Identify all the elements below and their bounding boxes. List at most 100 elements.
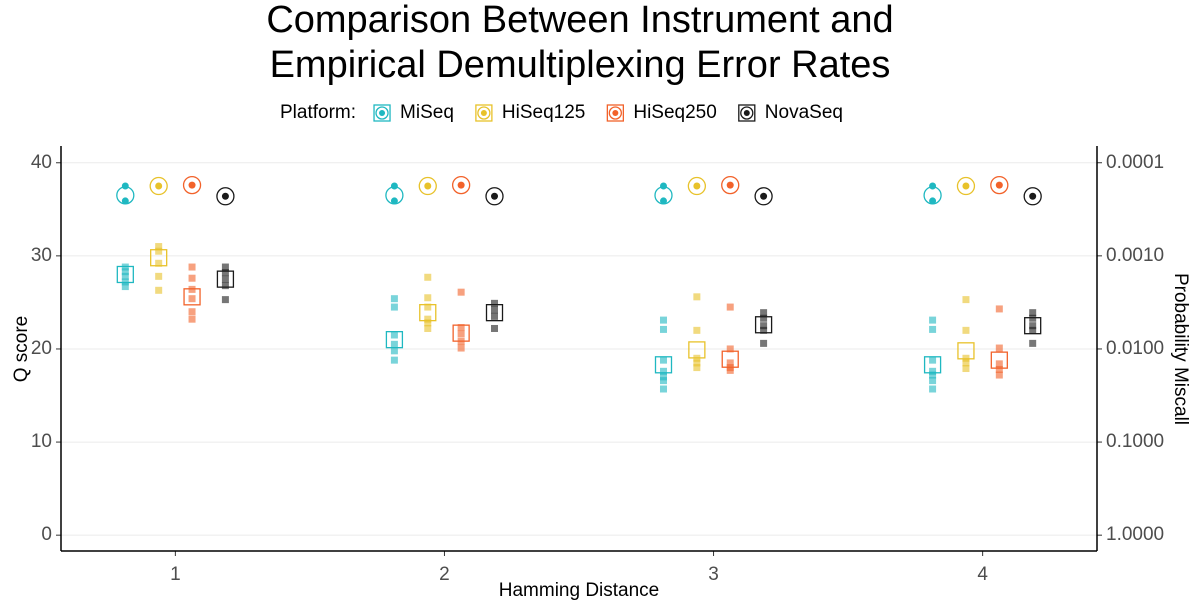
- legend-key: [375, 106, 389, 120]
- instrument-mean: [418, 176, 437, 196]
- run-point: [188, 308, 196, 316]
- legend-key: [606, 104, 624, 122]
- run-point: [390, 356, 398, 364]
- empirical-mean: [485, 304, 504, 322]
- instrument-mean: [149, 176, 168, 196]
- instrument-point: [390, 182, 398, 190]
- legend-key: [379, 110, 386, 116]
- run-point: [760, 322, 768, 330]
- run-point: [693, 293, 701, 301]
- y2-tick-label: 0.1000: [1106, 431, 1164, 452]
- run-point: [491, 312, 499, 320]
- y2-tick-label: 0.0100: [1106, 338, 1164, 359]
- run-point: [693, 364, 701, 372]
- run-point: [155, 259, 163, 267]
- run-point: [962, 326, 970, 334]
- legend-key: [612, 110, 619, 116]
- run-point: [221, 296, 229, 304]
- run-point: [995, 305, 1003, 313]
- instrument-mean: [485, 187, 504, 206]
- legend-label: HiSeq125: [502, 102, 585, 123]
- empirical-mean: [116, 265, 134, 284]
- legend-key: [740, 106, 754, 120]
- instrument-point: [390, 197, 398, 205]
- run-point: [962, 359, 970, 367]
- empirical-mean: [754, 316, 773, 334]
- run-point: [760, 326, 768, 334]
- instrument-mean: [990, 175, 1009, 195]
- run-point: [221, 282, 229, 290]
- run-point: [457, 288, 465, 296]
- run-point: [995, 365, 1003, 373]
- run-point: [221, 269, 229, 277]
- x-tick-label: 4: [977, 564, 988, 585]
- instrument-point: [760, 192, 768, 200]
- run-point: [659, 373, 667, 381]
- legend-label: NovaSeq: [765, 102, 843, 123]
- instrument-point: [929, 182, 937, 190]
- run-point: [929, 385, 937, 393]
- instrument-point: [121, 182, 129, 190]
- legend-title: Platform:: [280, 102, 356, 123]
- run-point: [221, 275, 229, 283]
- run-point: [693, 326, 701, 334]
- y-axis-label: Q score: [11, 316, 32, 383]
- run-point: [929, 356, 937, 364]
- run-point: [760, 314, 768, 322]
- run-point: [491, 324, 499, 332]
- empirical-mean: [990, 351, 1008, 369]
- instrument-point: [457, 181, 465, 189]
- y2-tick-label: 0.0001: [1106, 152, 1164, 173]
- instrument-point: [491, 192, 499, 200]
- run-point: [1029, 326, 1037, 334]
- legend-key: [743, 110, 750, 116]
- instrument-point: [693, 182, 701, 190]
- empirical-mean: [721, 350, 739, 368]
- legend-key: [477, 106, 491, 120]
- empirical-mean: [957, 342, 975, 360]
- run-point: [726, 366, 734, 374]
- y2-axis-label: Probability Miscall: [1170, 273, 1191, 425]
- run-point: [188, 295, 196, 303]
- empirical-mean: [923, 356, 942, 374]
- instrument-point: [221, 192, 229, 200]
- y2-tick-label: 0.0010: [1106, 245, 1164, 266]
- run-point: [155, 272, 163, 280]
- x-tick-label: 2: [439, 564, 450, 585]
- y-tick-label: 30: [31, 245, 52, 266]
- run-point: [121, 283, 129, 291]
- instrument-point: [188, 181, 196, 189]
- run-point: [424, 273, 432, 281]
- empirical-mean: [688, 341, 706, 359]
- run-point: [424, 319, 432, 327]
- run-point: [929, 316, 937, 324]
- instrument-mean: [216, 187, 235, 206]
- run-point: [929, 371, 937, 379]
- instrument-mean: [451, 175, 471, 195]
- instrument-point: [995, 181, 1003, 189]
- run-point: [929, 325, 937, 333]
- run-point: [155, 243, 163, 251]
- run-point: [188, 315, 196, 323]
- legend-key: [480, 110, 487, 116]
- instrument-mean: [1023, 187, 1042, 206]
- y2-tick-label: 1.0000: [1106, 524, 1164, 545]
- run-point: [221, 263, 229, 271]
- legend-label: MiSeq: [400, 102, 454, 123]
- instrument-point: [1029, 192, 1037, 200]
- run-point: [121, 272, 129, 280]
- run-point: [491, 299, 499, 307]
- instrument-point: [121, 197, 129, 205]
- run-point: [693, 359, 701, 367]
- run-point: [457, 344, 465, 352]
- run-point: [659, 325, 667, 333]
- run-point: [659, 385, 667, 393]
- run-point: [390, 347, 398, 355]
- run-point: [1029, 322, 1037, 330]
- instrument-mean: [182, 175, 202, 195]
- instrument-point: [659, 197, 667, 205]
- legend-key: [738, 104, 756, 122]
- instrument-point: [962, 182, 970, 190]
- run-point: [457, 324, 465, 332]
